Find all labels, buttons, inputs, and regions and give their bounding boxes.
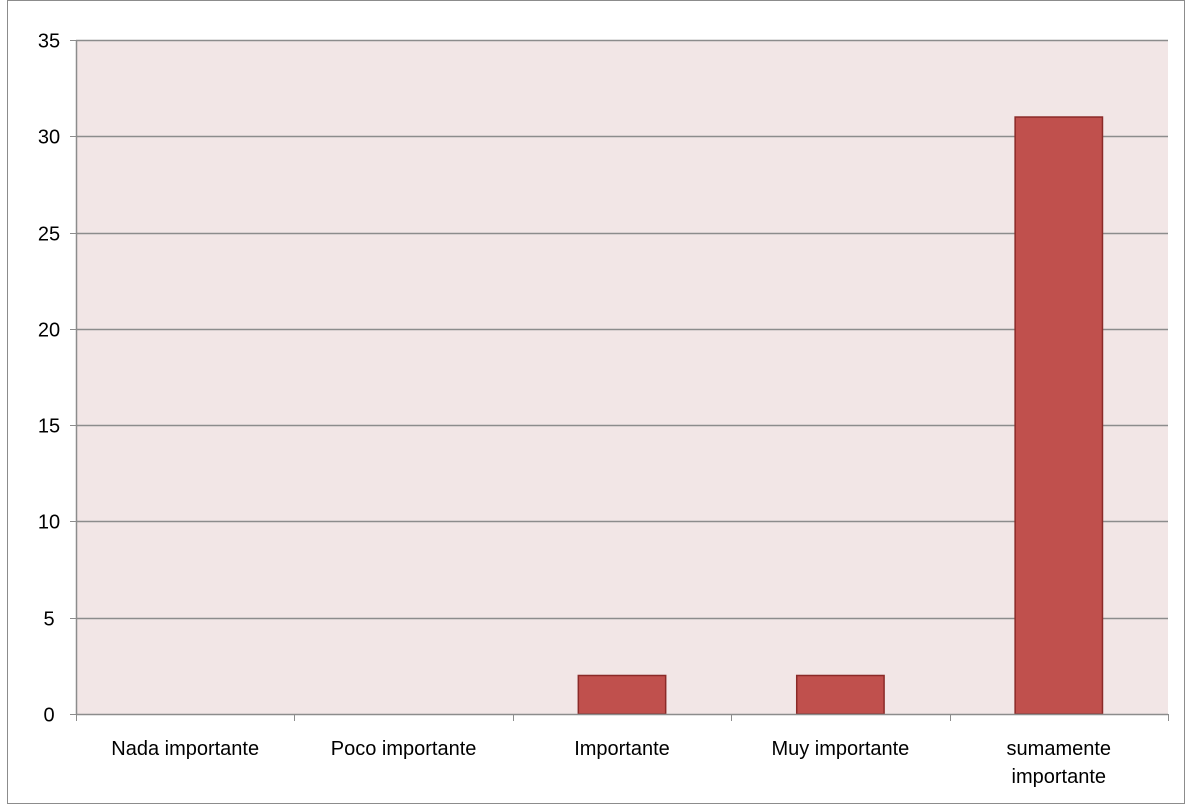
x-tick-label: Poco importante bbox=[331, 738, 477, 760]
x-tick-label-line: Muy importante bbox=[771, 738, 909, 760]
tick-labels: 0 5 10 15 20 25 30 35 Nada importante Poco import… bbox=[38, 31, 1111, 789]
x-tick-label-line: Poco importante bbox=[331, 738, 477, 760]
plot-area bbox=[76, 40, 1168, 714]
y-tick-label: 5 bbox=[43, 609, 54, 631]
y-tick-label: 25 bbox=[38, 224, 60, 246]
x-tick-label-line: sumamente bbox=[1007, 738, 1112, 760]
x-tick-label: sumamente importante bbox=[1007, 738, 1112, 788]
y-tick-label: 30 bbox=[38, 127, 60, 149]
gridlines bbox=[76, 39, 1168, 620]
x-tick-label-line: Importante bbox=[574, 738, 670, 760]
y-tick-label: 0 bbox=[43, 705, 54, 727]
x-tick-label: Muy importante bbox=[771, 738, 909, 760]
bar bbox=[795, 674, 885, 715]
x-tick-label-line: Nada importante bbox=[111, 738, 259, 760]
x-tick-label: Nada importante bbox=[111, 738, 259, 760]
x-tick-label: Importante bbox=[574, 738, 670, 760]
y-tick-label: 35 bbox=[38, 31, 60, 53]
y-tick-label: 20 bbox=[38, 320, 60, 342]
y-tick-label: 10 bbox=[38, 512, 60, 534]
x-tick-label-line: importante bbox=[1012, 766, 1107, 788]
bar bbox=[577, 674, 667, 715]
bars bbox=[577, 116, 1104, 715]
bar bbox=[1014, 116, 1104, 715]
axes bbox=[70, 40, 1169, 721]
y-tick-label: 15 bbox=[38, 416, 60, 438]
